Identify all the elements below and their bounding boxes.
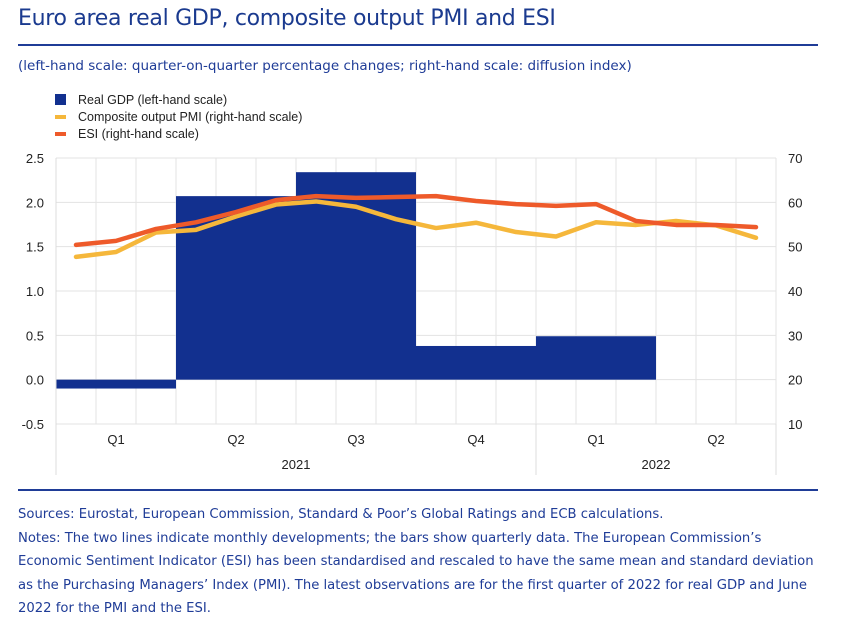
left-tick-label: 1.5 [26,240,44,255]
gdp-bar [536,336,656,380]
quarter-label: Q3 [347,432,364,447]
gdp-bar [416,345,536,380]
left-tick-label: 0.0 [26,373,44,388]
pmi-line [73,199,759,260]
gdp-bar [56,379,176,389]
footer-notes: Sources: Eurostat, European Commission, … [18,503,828,621]
legend-swatch-pmi [55,114,66,119]
left-tick-label: 1.0 [26,284,44,299]
quarter-label: Q2 [227,432,244,447]
left-tick-label: 2.0 [26,195,44,210]
legend-label-gdp: Real GDP (left-hand scale) [78,92,228,107]
right-tick-label: 70 [788,151,802,166]
esi-line [73,193,759,248]
right-tick-label: 60 [788,195,802,210]
year-label: 2021 [282,457,311,472]
chart-subtitle: (left-hand scale: quarter-on-quarter per… [18,58,632,74]
legend-item-esi: ESI (right-hand scale) [55,125,302,142]
quarter-label: Q1 [587,432,604,447]
left-tick-label: -0.5 [22,417,44,432]
right-tick-label: 20 [788,373,802,388]
axes: -0.5 0.0 0.5 1.0 1.5 2.0 2.5 10 20 30 40 50 60 70 2021… [22,151,802,475]
legend-swatch-esi [55,131,66,136]
right-tick-label: 50 [788,240,802,255]
bars [56,172,656,389]
lines [73,193,759,260]
chart-title: Euro area real GDP, composite output PMI… [18,6,556,31]
quarter-label: Q2 [707,432,724,447]
quarter-label: Q4 [467,432,484,447]
legend-item-gdp: Real GDP (left-hand scale) [55,91,302,108]
notes-text: Notes: The two lines indicate monthly de… [18,530,814,617]
legend: Real GDP (left-hand scale) Composite out… [55,91,302,142]
legend-label-pmi: Composite output PMI (right-hand scale) [78,109,303,124]
title-divider [18,44,818,46]
right-tick-label: 40 [788,284,802,299]
gdp-bar [176,196,296,380]
right-tick-label: 10 [788,417,802,432]
legend-swatch-gdp [55,94,66,105]
left-tick-label: 2.5 [26,151,44,166]
year-label: 2022 [642,457,671,472]
right-tick-label: 30 [788,328,802,343]
footer-divider [18,489,818,491]
left-tick-label: 0.5 [26,328,44,343]
sources-text: Sources: Eurostat, European Commission, … [18,507,664,522]
legend-label-esi: ESI (right-hand scale) [78,126,199,141]
legend-item-pmi: Composite output PMI (right-hand scale) [55,108,302,125]
quarter-label: Q1 [107,432,124,447]
